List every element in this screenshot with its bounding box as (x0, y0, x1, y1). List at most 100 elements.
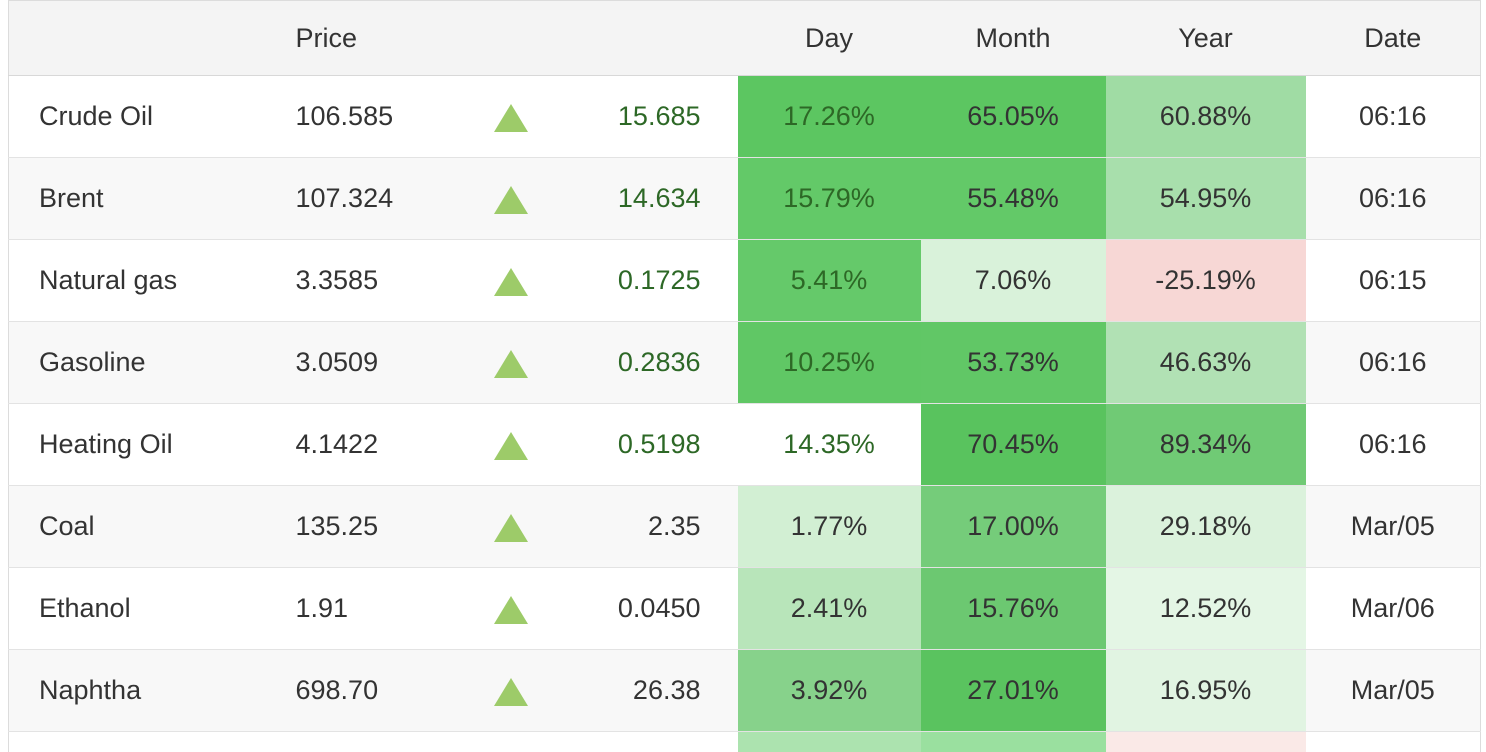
change-value: 0.0450 (570, 567, 738, 650)
price-value: 698.70 (257, 649, 451, 732)
up-arrow-icon (493, 267, 528, 296)
date-cell (1305, 731, 1481, 752)
header-price: Price (257, 0, 451, 76)
table-body: Crude Oil 106.585 15.685 17.26% 65.05% 6… (8, 75, 1481, 752)
header-name (8, 0, 258, 76)
change-value: 0.5198 (570, 403, 738, 486)
price-value (257, 731, 451, 752)
month-change-cell: 65.05% (920, 75, 1106, 158)
commodity-name-link[interactable]: Brent (8, 157, 258, 240)
change-value (570, 731, 738, 752)
month-change-cell: 15.76% (920, 567, 1106, 650)
year-change-cell: 29.18% (1105, 485, 1306, 568)
day-change-cell: 10.25% (737, 321, 921, 404)
price-value: 3.0509 (257, 321, 451, 404)
change-direction-cell (450, 485, 571, 568)
date-cell: Mar/05 (1305, 649, 1481, 732)
date-cell: 06:15 (1305, 239, 1481, 322)
change-direction-cell (450, 321, 571, 404)
year-change-cell: -25.19% (1105, 239, 1306, 322)
up-arrow-icon (493, 349, 528, 378)
change-direction-cell (450, 239, 571, 322)
up-arrow-icon (493, 677, 528, 706)
change-value: 2.35 (570, 485, 738, 568)
commodity-name-link[interactable]: Gasoline (8, 321, 258, 404)
year-change-cell: 16.95% (1105, 649, 1306, 732)
day-change-cell: 14.35% (737, 403, 921, 486)
change-direction-cell (451, 76, 571, 158)
commodity-name-link[interactable]: Naphtha (8, 649, 258, 732)
month-change-cell: 70.45% (920, 403, 1106, 486)
day-change-cell: 2.41% (737, 567, 921, 650)
header-arrow-spacer (450, 0, 571, 76)
up-arrow-icon (493, 431, 528, 460)
header-year: Year (1105, 0, 1306, 76)
price-value: 135.25 (257, 485, 451, 568)
commodity-name-link[interactable]: Ethanol (8, 567, 258, 650)
date-cell: Mar/05 (1305, 485, 1481, 568)
table-row-heating-oil: Heating Oil 4.1422 0.5198 14.35% 70.45% … (8, 403, 1481, 486)
commodity-name-link[interactable]: Natural gas (8, 239, 258, 322)
table-row-naphtha: Naphtha 698.70 26.38 3.92% 27.01% 16.95%… (8, 649, 1481, 732)
change-value: 0.2836 (570, 321, 738, 404)
commodity-name-link[interactable] (8, 731, 258, 752)
table-row-natural-gas: Natural gas 3.3585 0.1725 5.41% 7.06% -2… (8, 239, 1481, 322)
change-direction-cell (450, 731, 571, 752)
day-change-cell: 15.79% (737, 157, 921, 240)
table-row-gasoline: Gasoline 3.0509 0.2836 10.25% 53.73% 46.… (8, 321, 1481, 404)
header-change-spacer (570, 0, 738, 76)
table-header: Price Day Month Year Date (8, 0, 1481, 76)
month-change-cell: 27.01% (920, 649, 1106, 732)
date-cell: 06:16 (1358, 101, 1427, 131)
day-change-cell: 5.41% (737, 239, 921, 322)
year-change-cell: 12.52% (1105, 567, 1306, 650)
price-value: 3.3585 (257, 239, 451, 322)
date-cell: 06:16 (1305, 321, 1481, 404)
change-value: 15.685 (617, 101, 701, 131)
date-cell: Mar/06 (1305, 567, 1481, 650)
change-direction-cell (450, 567, 571, 650)
up-arrow-icon (493, 513, 528, 542)
month-change-cell (920, 731, 1106, 752)
date-cell: 06:16 (1305, 157, 1481, 240)
change-value: 14.634 (570, 157, 738, 240)
table-row-brent: Brent 107.324 14.634 15.79% 55.48% 54.95… (8, 157, 1481, 240)
table-row-coal: Coal 135.25 2.35 1.77% 17.00% 29.18% Mar… (8, 485, 1481, 568)
table-row-crude-oil: Crude Oil 106.585 15.685 17.26% 65.05% 6… (8, 75, 1481, 158)
up-arrow-icon (493, 595, 528, 624)
header-month: Month (920, 0, 1106, 76)
change-direction-cell (450, 157, 571, 240)
month-change-cell: 53.73% (920, 321, 1106, 404)
year-change-cell: 54.95% (1105, 157, 1306, 240)
year-change-cell: 60.88% (1105, 75, 1306, 158)
day-change-cell: 1.77% (737, 485, 921, 568)
month-change-cell: 17.00% (920, 485, 1106, 568)
price-value: 4.1422 (257, 403, 451, 486)
year-change-cell: 89.34% (1105, 403, 1306, 486)
change-direction-cell (450, 403, 571, 486)
commodities-table: Price Day Month Year Date Crude Oil 106.… (8, 0, 1481, 752)
year-change-cell: 46.63% (1105, 321, 1306, 404)
commodity-name-link[interactable]: Coal (8, 485, 258, 568)
day-change-cell (737, 731, 921, 752)
change-value: 26.38 (570, 649, 738, 732)
month-change-cell: 55.48% (920, 157, 1106, 240)
header-day: Day (737, 0, 921, 76)
price-value: 107.324 (257, 157, 451, 240)
commodity-name-link[interactable]: Crude Oil (39, 101, 154, 131)
day-change-cell: 17.26% (737, 75, 921, 158)
price-value: 106.585 (295, 101, 394, 131)
header-date: Date (1305, 0, 1481, 76)
change-direction-cell (450, 649, 571, 732)
up-arrow-icon (493, 185, 528, 214)
year-change-cell (1105, 731, 1306, 752)
table-row-partial (8, 731, 1481, 752)
month-change-cell: 7.06% (920, 239, 1106, 322)
date-cell: 06:16 (1305, 403, 1481, 486)
change-value: 0.1725 (570, 239, 738, 322)
price-value: 1.91 (257, 567, 451, 650)
table-row-ethanol: Ethanol 1.91 0.0450 2.41% 15.76% 12.52% … (8, 567, 1481, 650)
day-change-cell: 3.92% (737, 649, 921, 732)
commodity-name-link[interactable]: Heating Oil (8, 403, 258, 486)
